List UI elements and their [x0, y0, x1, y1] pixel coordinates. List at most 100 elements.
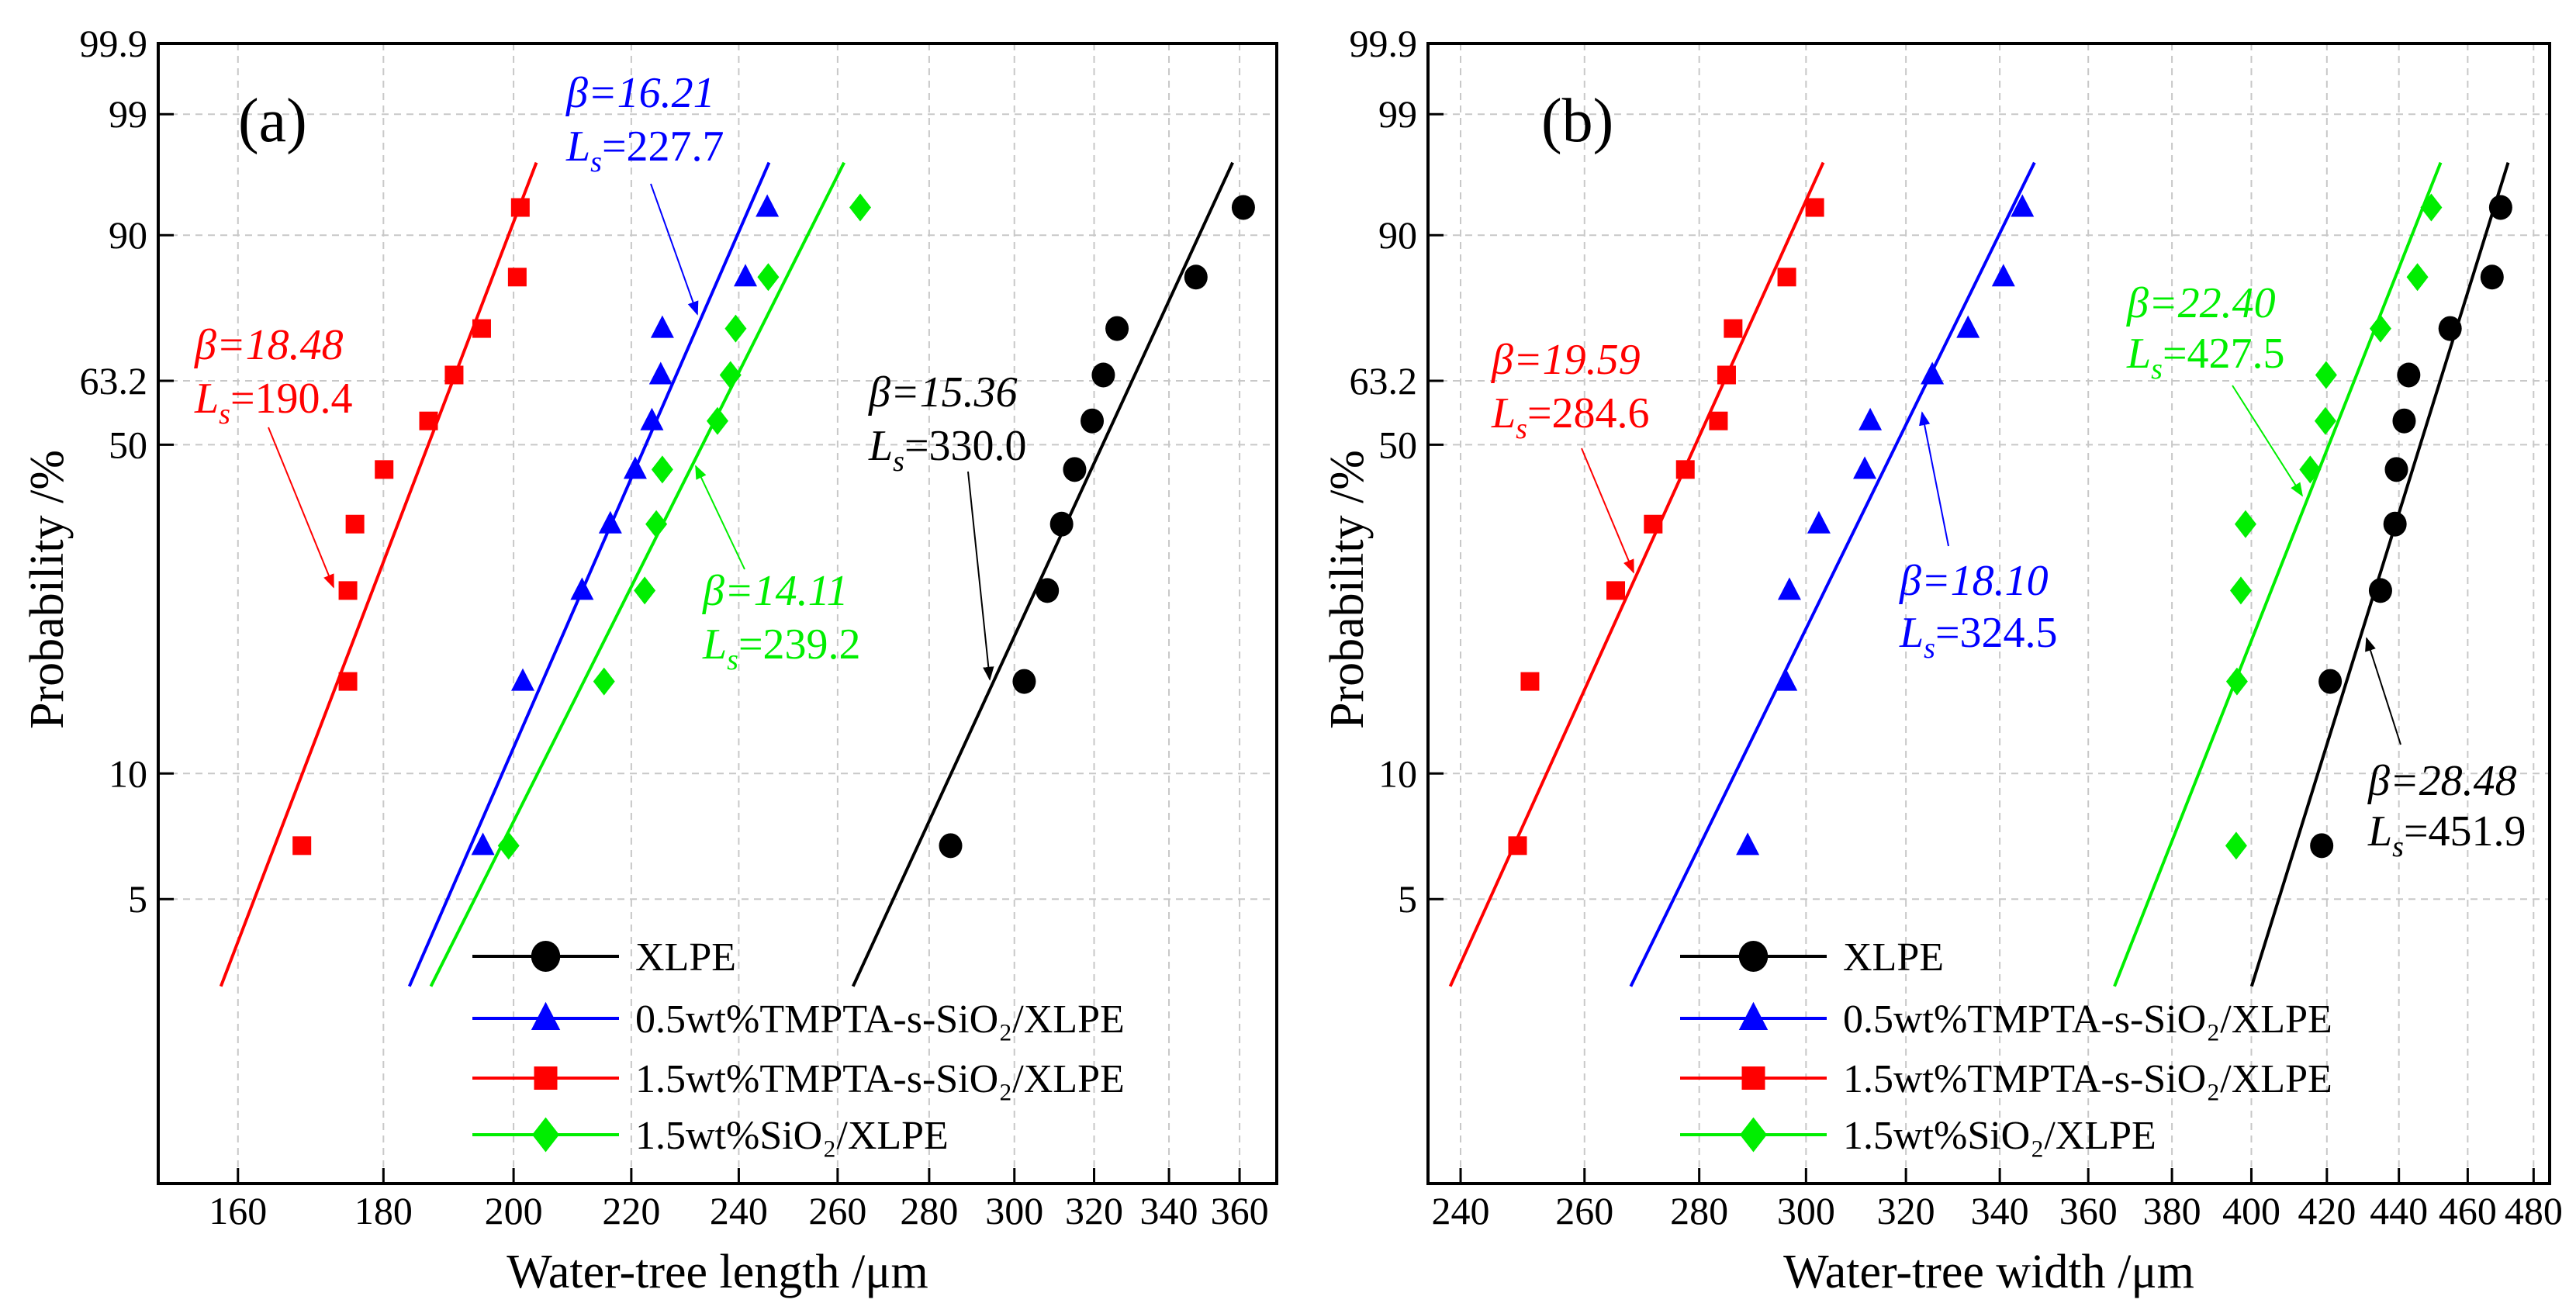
data-point [1081, 408, 1105, 434]
ls-value: =227.7 [602, 123, 724, 171]
legend-item: 0.5wt%TMPTA-s-SiO₂/XLPE [472, 997, 1125, 1042]
legend-label: XLPE [635, 935, 736, 980]
data-point [623, 456, 647, 479]
x-tick-label: 260 [808, 1189, 866, 1232]
data-point [1644, 514, 1663, 534]
y-tick-label: 99.9 [80, 22, 148, 65]
legend-label: 0.5wt%TMPTA-s-SiO₂/XLPE [635, 997, 1125, 1042]
weibull-fit-line [219, 161, 538, 987]
ls-value: =330.0 [904, 422, 1027, 470]
legend-marker [1738, 941, 1769, 972]
y-tick-label: 5 [1398, 877, 1417, 921]
series-0 [2249, 162, 2512, 987]
data-point [593, 667, 615, 696]
data-point [2011, 194, 2035, 217]
legend-label: 0.5wt%TMPTA-s-SiO₂/XLPE [1843, 997, 2332, 1042]
ls-symbol: L [2126, 330, 2151, 378]
data-point [2369, 314, 2391, 343]
data-point [2299, 455, 2322, 484]
series-0 [851, 161, 1255, 987]
annotation-arrow [2232, 385, 2303, 497]
data-point [1184, 264, 1208, 290]
data-point [1853, 456, 1877, 479]
data-point [1709, 411, 1728, 430]
ls-subscript: s [893, 445, 904, 478]
beta-text: β=14.11 [702, 567, 849, 615]
ls-subscript: s [1516, 413, 1527, 445]
data-point [2420, 193, 2443, 222]
ls-annotation: Ls=239.2 [702, 620, 861, 676]
data-point [1717, 365, 1736, 385]
x-tick-label: 360 [2059, 1189, 2118, 1232]
legend-marker [1740, 1117, 1767, 1153]
data-point [338, 581, 358, 600]
x-tick-label: 380 [2143, 1189, 2201, 1232]
annotation-arrow [268, 427, 334, 589]
beta-annotation: β=15.36 [868, 368, 1018, 417]
ls-subscript: s [2151, 353, 2163, 385]
data-point [1675, 460, 1695, 479]
x-tick-label: 480 [2505, 1189, 2563, 1232]
data-point [719, 361, 742, 389]
legend-label: 1.5wt%SiO₂/XLPE [1843, 1114, 2156, 1158]
series-3 [429, 161, 872, 987]
ls-subscript: s [727, 644, 738, 676]
beta-text: β=16.21 [565, 69, 715, 117]
ls-annotation: Ls=324.5 [1899, 609, 2058, 665]
data-point [2384, 457, 2408, 482]
weibull-fit-line [429, 161, 845, 987]
plot-frame [1426, 42, 2551, 1185]
y-axis-title: Probability /% [1321, 450, 1374, 729]
legend-label: 1.5wt%TMPTA-s-SiO₂/XLPE [1843, 1057, 2332, 1101]
x-tick-label: 220 [602, 1189, 660, 1232]
data-point [640, 407, 664, 430]
ls-subscript: s [1924, 632, 1935, 665]
legend-marker [531, 941, 561, 972]
beta-annotation: β=19.59 [1491, 336, 1641, 384]
ls-value: =427.5 [2163, 330, 2285, 378]
ls-annotation: Ls=284.6 [1491, 389, 1650, 445]
chart-panel-a: 160 180 200 220 240 260 280 300 320 340 360 5 10 50 63… [21, 22, 1278, 1298]
legend-item: 1.5wt%TMPTA-s-SiO₂/XLPE [472, 1057, 1125, 1101]
data-point [444, 365, 464, 385]
panel-label: (b) [1541, 87, 1613, 155]
data-point [1736, 832, 1760, 855]
data-point [2234, 510, 2256, 538]
x-tick-label: 200 [485, 1189, 543, 1232]
beta-annotation: β=18.10 [1899, 557, 2049, 605]
chart-panel-b: 240 260 280 300 320 340 360 380 400 420 440 460 480 5… [1321, 22, 2563, 1298]
data-point [2383, 511, 2407, 537]
data-point [2310, 833, 2334, 859]
x-tick-label: 460 [2439, 1189, 2497, 1232]
x-tick-label: 300 [985, 1189, 1043, 1232]
y-tick-label: 99 [109, 92, 147, 136]
data-point [2318, 669, 2343, 694]
beta-text: β=18.48 [194, 321, 344, 369]
data-point [1921, 361, 1945, 385]
legend-item: XLPE [1680, 935, 1944, 980]
data-point [651, 455, 673, 484]
legend-label: 1.5wt%TMPTA-s-SiO₂/XLPE [635, 1057, 1125, 1101]
ls-annotation: Ls=427.5 [2126, 330, 2285, 385]
data-point [292, 836, 312, 855]
data-point [756, 194, 780, 217]
ls-symbol: L [1491, 389, 1516, 437]
ls-subscript: s [219, 398, 230, 430]
ls-symbol: L [868, 422, 893, 470]
data-point [1036, 578, 1060, 603]
data-point [497, 831, 520, 860]
data-point [1606, 581, 1626, 600]
data-point [2225, 831, 2247, 860]
beta-text: β=19.59 [1491, 336, 1641, 384]
legend-marker [532, 1117, 559, 1153]
beta-annotation: β=16.21 [565, 69, 715, 117]
weibull-fit-line [2113, 161, 2443, 987]
ls-subscript: s [590, 146, 602, 178]
legend-item: 1.5wt%SiO₂/XLPE [472, 1114, 949, 1158]
y-tick-label: 63.2 [80, 359, 148, 403]
data-point [2397, 362, 2421, 388]
x-tick-label: 280 [1670, 1189, 1728, 1232]
data-point [2368, 578, 2392, 603]
data-point [1105, 316, 1129, 341]
ls-value: =451.9 [2404, 807, 2526, 855]
